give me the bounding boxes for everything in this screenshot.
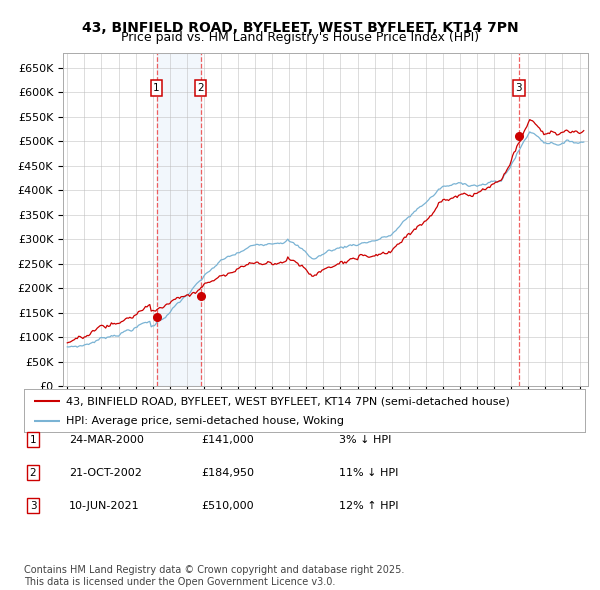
Text: 1: 1: [153, 83, 160, 93]
Text: 3: 3: [515, 83, 522, 93]
Text: Price paid vs. HM Land Registry's House Price Index (HPI): Price paid vs. HM Land Registry's House …: [121, 31, 479, 44]
Text: Contains HM Land Registry data © Crown copyright and database right 2025.
This d: Contains HM Land Registry data © Crown c…: [24, 565, 404, 587]
Text: 10-JUN-2021: 10-JUN-2021: [69, 501, 140, 510]
Text: 2: 2: [197, 83, 204, 93]
Text: 24-MAR-2000: 24-MAR-2000: [69, 435, 144, 444]
Text: £184,950: £184,950: [201, 468, 254, 477]
Text: 2: 2: [29, 468, 37, 477]
Text: £141,000: £141,000: [201, 435, 254, 444]
Text: 43, BINFIELD ROAD, BYFLEET, WEST BYFLEET, KT14 7PN (semi-detached house): 43, BINFIELD ROAD, BYFLEET, WEST BYFLEET…: [66, 396, 510, 407]
Text: HPI: Average price, semi-detached house, Woking: HPI: Average price, semi-detached house,…: [66, 417, 344, 426]
Text: 1: 1: [29, 435, 37, 444]
Text: 21-OCT-2002: 21-OCT-2002: [69, 468, 142, 477]
Text: 3: 3: [29, 501, 37, 510]
Text: 12% ↑ HPI: 12% ↑ HPI: [339, 501, 398, 510]
Text: £510,000: £510,000: [201, 501, 254, 510]
Text: 43, BINFIELD ROAD, BYFLEET, WEST BYFLEET, KT14 7PN: 43, BINFIELD ROAD, BYFLEET, WEST BYFLEET…: [82, 21, 518, 35]
Text: 3% ↓ HPI: 3% ↓ HPI: [339, 435, 391, 444]
Text: 11% ↓ HPI: 11% ↓ HPI: [339, 468, 398, 477]
Bar: [157, 53, 200, 386]
